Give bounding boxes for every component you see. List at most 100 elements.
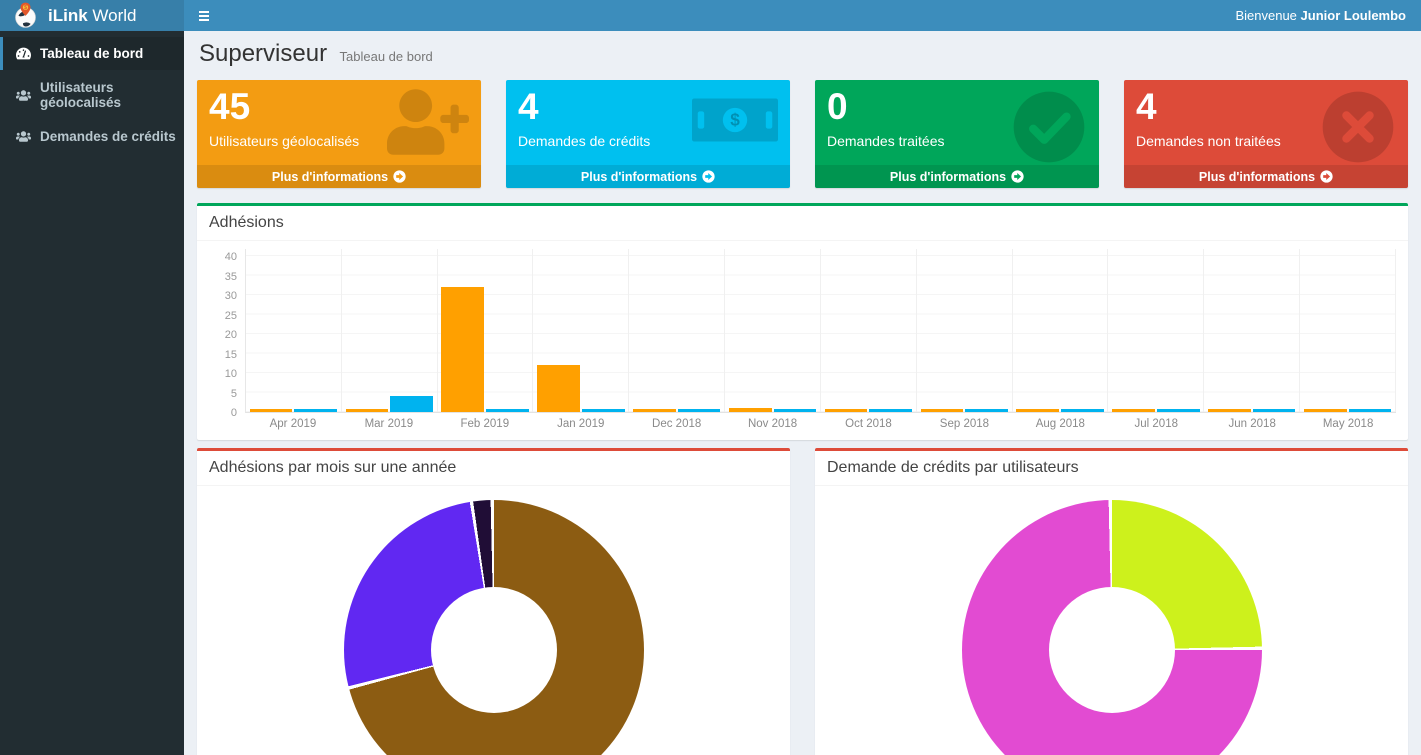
y-tick-label: 5 xyxy=(230,387,237,400)
arrow-circle-right-icon xyxy=(1320,170,1333,183)
credits-donut-chart xyxy=(961,500,1262,755)
info-box-value: 4 xyxy=(518,86,539,127)
more-info-link[interactable]: Plus d'informations xyxy=(506,165,790,188)
bar xyxy=(965,409,1008,412)
y-tick-label: 35 xyxy=(224,270,237,283)
bar-group xyxy=(342,249,438,412)
info-box-value: 0 xyxy=(827,86,848,127)
adhesions-donut-panel: Adhésions par mois sur une année xyxy=(197,448,790,755)
x-tick-label: May 2018 xyxy=(1322,417,1374,430)
sidebar-item-1[interactable]: Utilisateurs géolocalisés xyxy=(0,71,184,119)
y-tick-label: 15 xyxy=(224,348,237,361)
bar xyxy=(824,409,868,412)
bar xyxy=(1252,409,1296,412)
user-plus-icon xyxy=(387,89,469,160)
dashboard-icon xyxy=(16,46,31,61)
x-tick-label: Mar 2019 xyxy=(364,417,414,430)
bar-group xyxy=(725,249,821,412)
page-title: Superviseur xyxy=(199,40,328,67)
arrow-circle-right-icon xyxy=(702,170,715,183)
bar xyxy=(390,396,433,412)
sidebar-item-0[interactable]: Tableau de bord xyxy=(0,37,184,70)
bar xyxy=(345,409,389,412)
bar xyxy=(581,409,625,412)
x-tick-label: Apr 2019 xyxy=(269,417,317,430)
times-circle-icon xyxy=(1320,89,1396,170)
x-tick-label: Jan 2019 xyxy=(557,417,605,430)
sidebar-item-label: Tableau de bord xyxy=(40,46,144,61)
info-box-label: Demandes non traitées xyxy=(1136,133,1281,150)
globe-pin-logo-icon: $ xyxy=(15,2,36,28)
info-box-value: 45 xyxy=(209,86,251,127)
navbar: Bienvenue Junior Loulembo xyxy=(184,0,1421,31)
bar xyxy=(869,409,913,412)
y-tick-label: 40 xyxy=(224,251,237,263)
credits-donut-panel: Demande de crédits par utilisateurs xyxy=(815,448,1408,755)
top-navbar: $ iLink World Bienvenue Junior Loulembo xyxy=(0,0,1421,31)
check-circle-icon xyxy=(1011,89,1087,170)
users-icon xyxy=(16,129,31,144)
info-box-credit-requests: 4 Demandes de crédits $ Plus d'informati… xyxy=(506,80,790,188)
bar-group xyxy=(246,249,342,412)
credits-donut-title: Demande de crédits par utilisateurs xyxy=(815,451,1408,486)
app-logo[interactable]: $ iLink World xyxy=(0,0,184,31)
sidebar-item-2[interactable]: Demandes de crédits xyxy=(0,120,184,153)
bar xyxy=(441,287,485,412)
bar xyxy=(677,409,721,412)
brand-title: iLink World xyxy=(48,5,137,25)
bar xyxy=(1348,409,1392,412)
user-menu[interactable]: Bienvenue Junior Loulembo xyxy=(1235,8,1406,23)
y-tick-label: 30 xyxy=(224,290,237,302)
bar-group xyxy=(821,249,917,412)
bar xyxy=(773,409,817,412)
page-subtitle: Tableau de bord xyxy=(339,49,433,64)
bar-group xyxy=(1108,249,1205,412)
bar xyxy=(1208,409,1251,412)
bar-group xyxy=(1204,249,1301,412)
x-tick-label: Dec 2018 xyxy=(652,417,702,430)
main-content: Superviseur Tableau de bord 45 Utilisate… xyxy=(184,31,1421,755)
sidebar-item-label: Demandes de crédits xyxy=(40,129,176,144)
welcome-text: Bienvenue xyxy=(1235,8,1297,23)
info-boxes-row: 45 Utilisateurs géolocalisés Plus d'info… xyxy=(197,80,1408,188)
arrow-circle-right-icon xyxy=(393,170,406,183)
info-box-processed: 0 Demandes traitées Plus d'informations xyxy=(815,80,1099,188)
bar xyxy=(1156,409,1200,412)
bar-group xyxy=(1013,249,1109,412)
more-info-link[interactable]: Plus d'informations xyxy=(1124,165,1408,188)
bar xyxy=(1016,409,1060,412)
users-icon xyxy=(16,88,31,103)
arrow-circle-right-icon xyxy=(1011,170,1024,183)
welcome-username: Junior Loulembo xyxy=(1300,8,1406,23)
info-box-unprocessed: 4 Demandes non traitées Plus d'informati… xyxy=(1124,80,1408,188)
sidebar-item-label: Utilisateurs géolocalisés xyxy=(40,80,122,110)
info-box-label: Demandes de crédits xyxy=(518,133,651,150)
adhesions-panel: Adhésions 0 5 10 15 20 25 30 35 40 Apr 2019 Mar 2… xyxy=(197,203,1408,440)
info-box-users: 45 Utilisateurs géolocalisés Plus d'info… xyxy=(197,80,481,188)
bar xyxy=(1303,409,1347,412)
bar-chart-plot xyxy=(245,249,1396,413)
adhesions-donut-title: Adhésions par mois sur une année xyxy=(197,451,790,486)
bar-group xyxy=(438,249,534,412)
x-tick-label: Jun 2018 xyxy=(1228,417,1276,430)
more-info-link[interactable]: Plus d'informations xyxy=(197,165,481,188)
bar xyxy=(537,365,580,412)
y-tick-label: 0 xyxy=(230,407,237,419)
bar xyxy=(633,409,676,412)
more-info-link[interactable]: Plus d'informations xyxy=(815,165,1099,188)
bar-chart-x-axis: Apr 2019 Mar 2019 Feb 2019 Jan 2019 Dec 2018… xyxy=(245,413,1396,434)
adhesions-panel-title: Adhésions xyxy=(197,206,1408,241)
info-box-value: 4 xyxy=(1136,86,1157,127)
bar-group xyxy=(533,249,630,412)
bar-group xyxy=(917,249,1013,412)
sidebar-toggle-icon[interactable] xyxy=(197,5,211,27)
bar-chart: 0 5 10 15 20 25 30 35 40 Apr 2019 Mar 2019 Feb 201… xyxy=(209,249,1396,434)
info-box-label: Demandes traitées xyxy=(827,133,945,150)
bar-group xyxy=(629,249,726,412)
x-tick-label: Nov 2018 xyxy=(747,417,798,430)
svg-text:$: $ xyxy=(24,5,27,11)
y-tick-label: 10 xyxy=(224,368,237,380)
bar-group xyxy=(1300,249,1396,412)
sidebar: Tableau de bord Utilisateurs géolocalisés… xyxy=(0,31,184,755)
money-icon: $ xyxy=(692,89,778,156)
